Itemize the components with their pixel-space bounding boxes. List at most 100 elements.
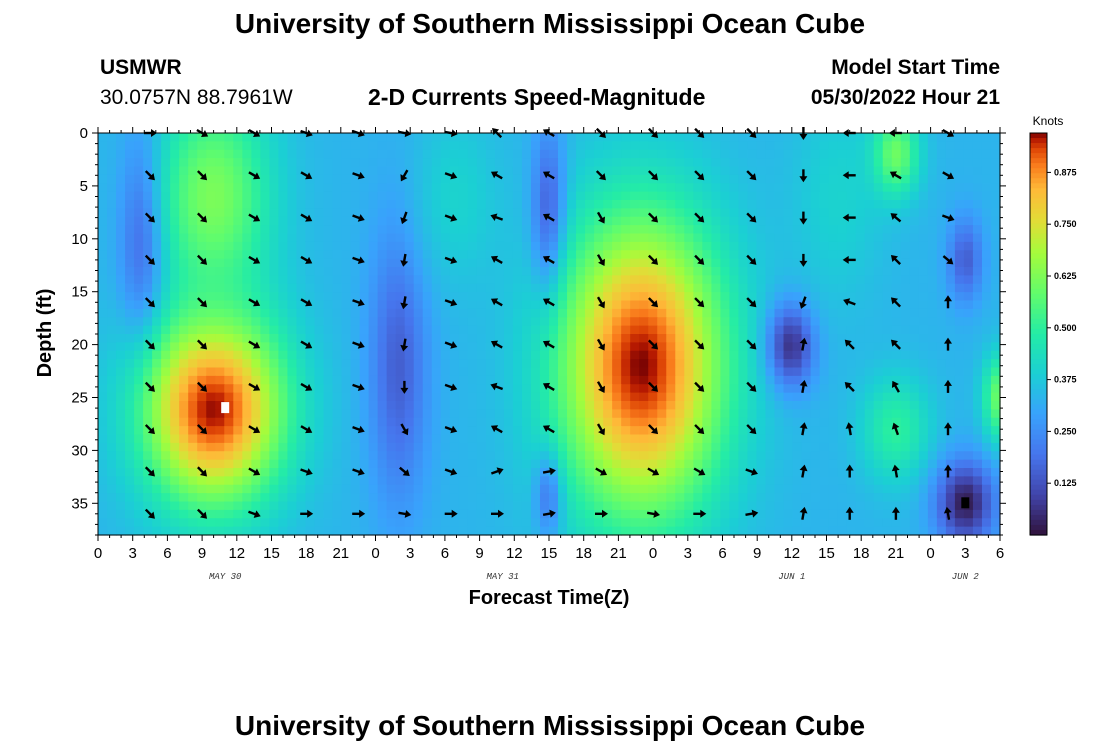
heatmap-cell xyxy=(458,501,469,511)
heatmap-cell xyxy=(927,225,938,235)
heatmap-cell xyxy=(395,166,406,176)
heatmap-cell xyxy=(549,166,559,176)
heatmap-cell xyxy=(512,359,523,369)
heatmap-cell xyxy=(359,417,370,427)
heatmap-cell xyxy=(891,325,902,335)
heatmap-cell xyxy=(260,258,270,268)
heatmap-cell xyxy=(431,342,442,352)
heatmap-cell xyxy=(864,342,875,352)
heatmap-cell xyxy=(440,200,451,209)
heatmap-cell xyxy=(972,308,983,318)
heatmap-cell xyxy=(855,509,866,519)
heatmap-cell xyxy=(215,417,225,427)
heatmap-cell xyxy=(233,317,243,327)
heatmap-cell xyxy=(810,359,821,369)
heatmap-cell xyxy=(918,434,929,444)
heatmap-cell xyxy=(395,183,406,193)
heatmap-cell xyxy=(567,409,577,419)
heatmap-cell xyxy=(134,149,144,159)
heatmap-cell xyxy=(242,300,252,310)
heatmap-cell xyxy=(206,283,216,293)
heatmap-cell xyxy=(756,442,767,452)
heatmap-cell xyxy=(639,526,649,536)
heatmap-cell xyxy=(594,267,604,276)
heatmap-cell xyxy=(936,384,947,394)
heatmap-cell xyxy=(422,484,433,494)
heatmap-cell xyxy=(368,401,379,410)
heatmap-cell xyxy=(161,334,171,343)
heatmap-cell xyxy=(386,225,397,235)
heatmap-cell xyxy=(404,434,415,444)
heatmap-cell xyxy=(909,409,920,419)
heatmap-cell xyxy=(702,141,712,151)
heatmap-cell xyxy=(179,225,189,235)
heatmap-cell xyxy=(603,434,613,444)
heatmap-cell xyxy=(431,484,442,494)
heatmap-cell xyxy=(558,518,568,528)
heatmap-cell xyxy=(278,216,289,226)
heatmap-cell xyxy=(900,141,911,151)
heatmap-cell xyxy=(900,401,911,410)
heatmap-cell xyxy=(539,325,550,335)
heatmap-cell xyxy=(675,434,685,444)
heatmap-cell xyxy=(278,468,289,477)
heatmap-cell xyxy=(125,208,135,218)
heatmap-cell xyxy=(170,141,180,151)
heatmap-cell xyxy=(558,133,568,142)
heatmap-cell xyxy=(720,392,730,402)
heatmap-cell xyxy=(161,174,171,184)
heatmap-cell xyxy=(242,292,252,302)
heatmap-cell xyxy=(260,493,270,503)
heatmap-cell xyxy=(567,283,577,293)
heatmap-cell xyxy=(639,401,649,410)
heatmap-cell xyxy=(323,518,334,528)
heatmap-cell xyxy=(251,417,261,427)
heatmap-cell xyxy=(693,317,703,327)
heatmap-cell xyxy=(179,300,189,310)
heatmap-cell xyxy=(900,233,911,243)
heatmap-cell xyxy=(215,350,225,360)
heatmap-cell xyxy=(170,166,180,176)
heatmap-cell xyxy=(837,459,848,469)
heatmap-cell xyxy=(567,317,577,327)
heatmap-cell xyxy=(287,166,298,176)
heatmap-cell xyxy=(512,300,523,310)
heatmap-cell xyxy=(621,149,631,159)
heatmap-cell xyxy=(981,158,992,168)
heatmap-cell xyxy=(296,501,307,511)
heatmap-cell xyxy=(251,149,261,159)
heatmap-cell xyxy=(900,325,911,335)
heatmap-cell xyxy=(639,250,649,260)
heatmap-cell xyxy=(567,417,577,427)
heatmap-cell xyxy=(224,476,234,486)
heatmap-cell xyxy=(287,258,298,268)
heatmap-cell xyxy=(449,484,460,494)
heatmap-cell xyxy=(936,275,947,285)
heatmap-cell xyxy=(107,451,117,461)
heatmap-cell xyxy=(891,241,902,251)
heatmap-cell xyxy=(215,493,225,503)
current-arrow xyxy=(694,212,705,223)
heatmap-cell xyxy=(621,325,631,335)
heatmap-cell xyxy=(729,166,740,176)
heatmap-cell xyxy=(846,141,857,151)
heatmap-cell xyxy=(494,401,505,410)
heatmap-cell xyxy=(314,166,325,176)
heatmap-cell xyxy=(287,275,298,285)
heatmap-cell xyxy=(206,409,216,419)
heatmap-cell xyxy=(567,384,577,394)
heatmap-cell xyxy=(521,526,532,536)
heatmap-cell xyxy=(350,258,361,268)
heatmap-cell xyxy=(440,426,451,436)
current-arrow xyxy=(941,214,955,222)
heatmap-cell xyxy=(738,342,749,352)
heatmap-cell xyxy=(837,141,848,151)
position-marker xyxy=(961,497,970,509)
heatmap-cell xyxy=(693,451,703,461)
heatmap-cell xyxy=(521,401,532,410)
heatmap-cell xyxy=(801,501,812,511)
heatmap-cell xyxy=(801,442,812,452)
heatmap-cell xyxy=(107,392,117,402)
heatmap-cell xyxy=(891,191,902,201)
heatmap-cell xyxy=(747,233,758,243)
